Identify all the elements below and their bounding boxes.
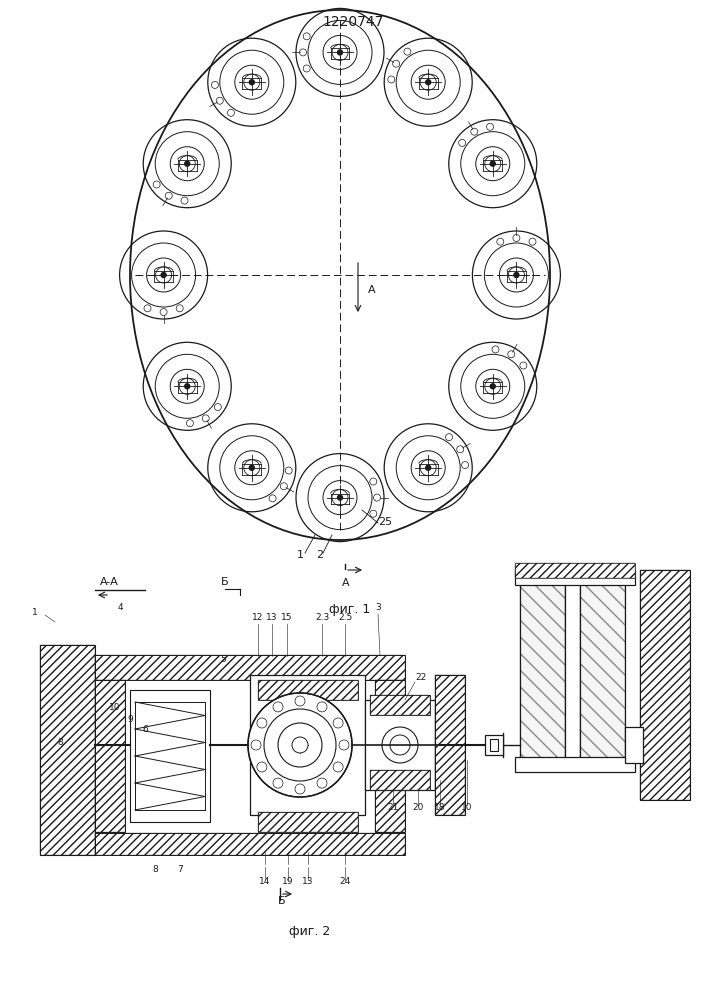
Circle shape (248, 693, 352, 797)
Circle shape (185, 161, 189, 166)
Circle shape (264, 709, 336, 781)
Text: 10: 10 (110, 703, 121, 712)
Bar (640, 570, 690, 800)
Text: A: A (342, 578, 350, 588)
Bar (580, 570, 625, 760)
Bar (520, 570, 565, 760)
Text: 13: 13 (303, 877, 314, 886)
Text: 19: 19 (282, 877, 293, 886)
Bar (365, 700, 435, 790)
Text: 12: 12 (252, 613, 264, 622)
Bar (640, 570, 690, 800)
Bar (370, 770, 430, 790)
Bar (95, 680, 125, 832)
Circle shape (382, 727, 418, 763)
Bar (95, 655, 405, 680)
Text: 5: 5 (220, 655, 226, 664)
Bar (258, 812, 358, 832)
Bar (40, 645, 95, 855)
Circle shape (426, 465, 431, 470)
Text: A: A (368, 285, 375, 295)
Bar (435, 675, 465, 815)
Text: 15: 15 (281, 613, 293, 622)
Bar (95, 655, 405, 680)
Text: 13: 13 (267, 613, 278, 622)
Text: 24: 24 (339, 877, 351, 886)
Text: 7: 7 (177, 865, 183, 874)
Circle shape (426, 80, 431, 85)
Text: 14: 14 (259, 877, 271, 886)
Circle shape (250, 80, 255, 85)
Circle shape (514, 272, 519, 277)
Bar (258, 812, 358, 832)
Text: 8: 8 (152, 865, 158, 874)
Bar (95, 833, 405, 855)
Text: 21: 21 (387, 803, 399, 812)
Circle shape (337, 495, 342, 500)
Text: Б: Б (221, 577, 229, 587)
Text: 6: 6 (142, 725, 148, 734)
Bar (580, 570, 625, 760)
Circle shape (490, 384, 496, 389)
Circle shape (185, 384, 189, 389)
Text: Б: Б (278, 896, 286, 906)
Bar (130, 690, 210, 822)
Text: 1220747: 1220747 (322, 15, 384, 29)
Bar (375, 680, 405, 832)
Text: 2: 2 (317, 550, 324, 560)
Circle shape (161, 272, 166, 277)
Bar (435, 675, 465, 815)
Text: 9: 9 (127, 715, 133, 724)
Text: 8: 8 (57, 738, 63, 747)
Text: фиг. 1: фиг. 1 (329, 603, 370, 616)
Bar (370, 770, 430, 790)
Text: 20: 20 (412, 803, 423, 812)
Bar (40, 645, 95, 855)
Circle shape (390, 735, 410, 755)
Text: A-A: A-A (100, 577, 119, 587)
Text: 10: 10 (461, 803, 473, 812)
Text: 2.3: 2.3 (315, 613, 329, 622)
Bar (515, 570, 635, 585)
Bar (520, 570, 565, 760)
Bar (370, 695, 430, 715)
Bar (515, 757, 635, 772)
Bar (490, 739, 498, 751)
Text: 1: 1 (296, 550, 303, 560)
Bar (95, 680, 125, 832)
Text: 25: 25 (378, 517, 392, 527)
Bar (370, 695, 430, 715)
Text: 22: 22 (415, 673, 426, 682)
Text: 4: 4 (117, 603, 123, 612)
Circle shape (337, 50, 342, 55)
Circle shape (278, 723, 322, 767)
Circle shape (490, 161, 496, 166)
Bar (625, 727, 643, 763)
Bar (95, 833, 405, 855)
Circle shape (250, 465, 255, 470)
Text: фиг. 2: фиг. 2 (289, 925, 331, 938)
Text: 11: 11 (284, 783, 296, 792)
Bar (580, 570, 625, 760)
Bar (250, 675, 365, 815)
Bar (515, 563, 635, 578)
Text: 3: 3 (375, 603, 381, 612)
Text: 1: 1 (32, 608, 38, 617)
Text: 2.5: 2.5 (338, 613, 352, 622)
Bar (515, 563, 635, 578)
Bar (565, 570, 580, 760)
Bar (520, 570, 565, 760)
Text: 18: 18 (434, 803, 445, 812)
Bar (485, 735, 503, 755)
Bar (258, 680, 358, 700)
Bar (375, 680, 405, 832)
Circle shape (292, 737, 308, 753)
Bar (258, 680, 358, 700)
